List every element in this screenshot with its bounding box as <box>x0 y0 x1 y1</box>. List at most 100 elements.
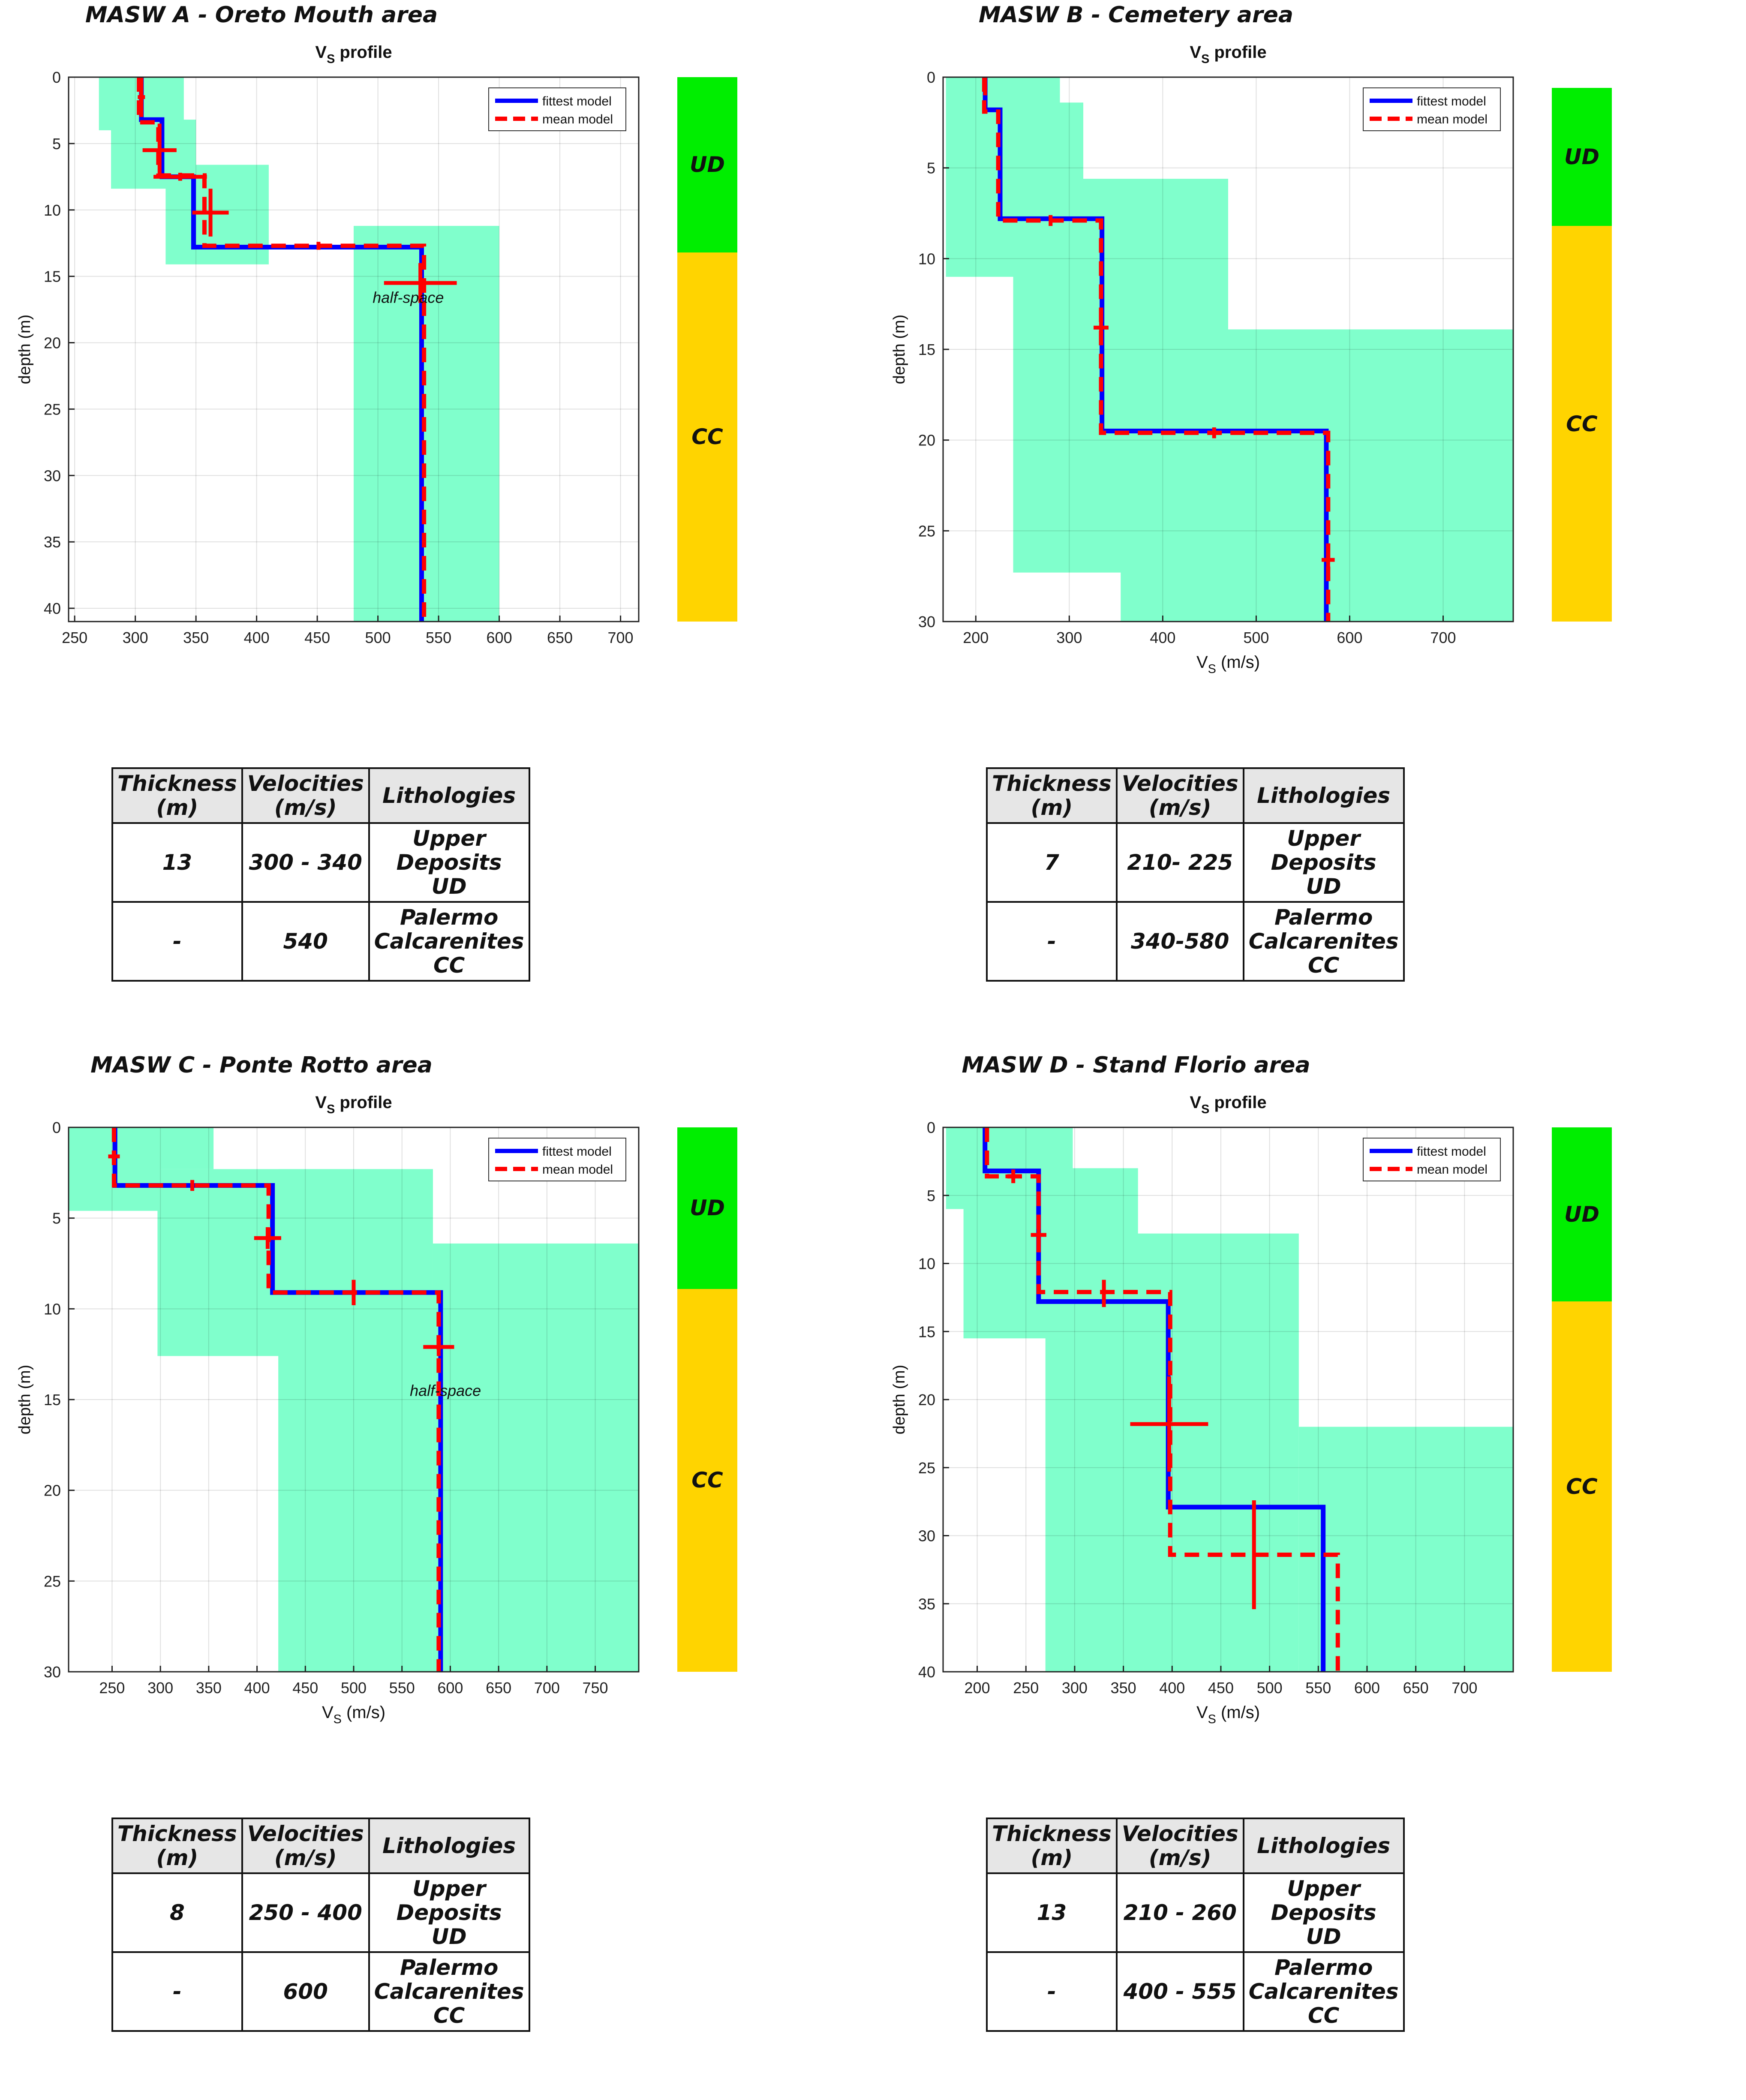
plot-subtitle: VS profile <box>1190 43 1266 66</box>
lithologies-header: Lithologies <box>1242 1818 1405 1874</box>
uncertainty-region <box>278 1169 433 1672</box>
x-tick-label: 600 <box>437 1679 463 1697</box>
y-tick-label: 0 <box>52 1119 61 1136</box>
lithology-segment-cc: CC <box>677 252 737 622</box>
error-bar <box>384 263 457 303</box>
lithologies-header: Lithologies <box>368 767 530 824</box>
thickness-header: Thickness (m) <box>111 767 243 824</box>
y-tick-label: 35 <box>44 533 61 551</box>
error-bar <box>108 1151 120 1162</box>
table-row: - 600 Palermo Calcarenites CC <box>111 1951 530 2032</box>
x-tick-label: 600 <box>487 629 512 646</box>
x-tick-label: 450 <box>292 1679 318 1697</box>
thickness-cell: 13 <box>986 1872 1118 1953</box>
velocity-cell: 600 <box>241 1951 370 2032</box>
y-tick-label: 15 <box>918 1323 935 1340</box>
y-tick-label: 25 <box>44 400 61 418</box>
error-bar <box>153 173 207 181</box>
x-tick-label: 600 <box>1354 1679 1380 1697</box>
lithology-label: UD <box>1564 144 1600 170</box>
lithology-cell: Palermo Calcarenites CC <box>368 1951 530 2032</box>
x-tick-label: 700 <box>1451 1679 1477 1697</box>
panel-title: MASW A - Oreto Mouth area <box>85 2 438 28</box>
x-tick-label: 450 <box>1208 1679 1234 1697</box>
lithology-segment-ud: UD <box>1552 88 1612 226</box>
error-bar <box>1005 1169 1021 1184</box>
error-bar <box>1322 549 1335 571</box>
error-bar <box>1130 1376 1208 1472</box>
summary-table: Thickness (m) Velocities (m/s) Lithologies… <box>111 1818 530 2032</box>
legend-box <box>1363 87 1501 131</box>
x-tick-label: 300 <box>147 1679 173 1697</box>
x-tick-label: 550 <box>1305 1679 1331 1697</box>
y-tick-label: 40 <box>44 600 61 617</box>
x-tick-label: 200 <box>965 1679 990 1697</box>
table-row: - 540 Palermo Calcarenites CC <box>111 901 530 982</box>
thickness-cell: - <box>986 1951 1118 2032</box>
table-header-row: Thickness (m) Velocities (m/s) Lithologies <box>111 1818 530 1874</box>
x-tick-label: 300 <box>1062 1679 1088 1697</box>
y-tick-label: 25 <box>918 1459 935 1477</box>
x-tick-label: 500 <box>365 629 391 646</box>
legend-label: mean model <box>542 1163 613 1177</box>
plot-subtitle: VS profile <box>1190 1093 1266 1116</box>
error-bar <box>142 123 177 177</box>
y-tick-label: 25 <box>918 522 935 540</box>
thickness-header: Thickness (m) <box>111 1818 243 1874</box>
y-tick-label: 30 <box>44 1663 61 1681</box>
y-tick-label: 10 <box>918 1255 935 1273</box>
x-tick-label: 250 <box>62 629 87 646</box>
lithology-label: CC <box>1566 411 1598 436</box>
x-tick-label: 700 <box>534 1679 560 1697</box>
lithology-label: UD <box>1564 1202 1600 1227</box>
x-tick-label: 400 <box>244 1679 270 1697</box>
plot-subtitle: VS profile <box>315 43 392 66</box>
x-tick-label: 650 <box>1403 1679 1429 1697</box>
legend: fittest model mean model <box>488 87 626 131</box>
uncertainty-region <box>433 1243 639 1672</box>
x-tick-label: 350 <box>183 629 209 646</box>
x-tick-label: 300 <box>123 629 148 646</box>
y-tick-label: 10 <box>918 250 935 267</box>
lithology-segment-ud: UD <box>677 77 737 252</box>
table-row: 13 210 - 260 Upper Deposits UD <box>986 1872 1405 1953</box>
velocities-header: Velocities (m/s) <box>1115 1818 1244 1874</box>
y-tick-label: 30 <box>918 1527 935 1545</box>
masw-panel-b: MASW B - Cemetery area VS profile 200 300 4… <box>875 0 1745 1046</box>
y-tick-label: 20 <box>44 334 61 352</box>
legend-box <box>1363 1138 1501 1181</box>
error-bar <box>1094 313 1109 342</box>
y-tick-label: 5 <box>52 1210 61 1227</box>
x-tick-label: 400 <box>244 629 270 646</box>
velocities-header: Velocities (m/s) <box>241 1818 370 1874</box>
lithology-label: UD <box>689 1196 725 1221</box>
thickness-header: Thickness (m) <box>986 1818 1118 1874</box>
y-tick-label: 15 <box>44 268 61 285</box>
lithology-cell: Palermo Calcarenites CC <box>368 901 530 982</box>
error-bar <box>254 1227 281 1249</box>
x-tick-label: 550 <box>426 629 451 646</box>
y-tick-label: 30 <box>918 613 935 631</box>
thickness-cell: 7 <box>986 822 1118 903</box>
y-tick-label: 20 <box>918 432 935 449</box>
y-tick-label: 0 <box>52 69 61 86</box>
thickness-cell: 8 <box>111 1872 243 1953</box>
velocity-cell: 300 - 340 <box>241 822 370 903</box>
x-tick-label: 200 <box>963 629 989 646</box>
uncertainty-region <box>1045 1233 1299 1672</box>
axes-frame <box>68 76 640 622</box>
velocity-cell: 210 - 260 <box>1115 1872 1244 1953</box>
legend-label: mean model <box>542 112 613 126</box>
x-tick-label: 500 <box>341 1679 367 1697</box>
x-tick-label: 450 <box>304 629 330 646</box>
x-axis-label: VS (m/s) <box>322 1703 385 1726</box>
legend-box <box>488 87 626 131</box>
error-bar <box>192 189 229 237</box>
y-tick-label: 5 <box>927 159 935 177</box>
thickness-cell: - <box>111 901 243 982</box>
thickness-cell: 13 <box>111 822 243 903</box>
panel-title: MASW B - Cemetery area <box>978 2 1294 28</box>
legend-label: mean model <box>1417 1163 1488 1177</box>
lithology-cell: Palermo Calcarenites CC <box>1242 1951 1405 2032</box>
